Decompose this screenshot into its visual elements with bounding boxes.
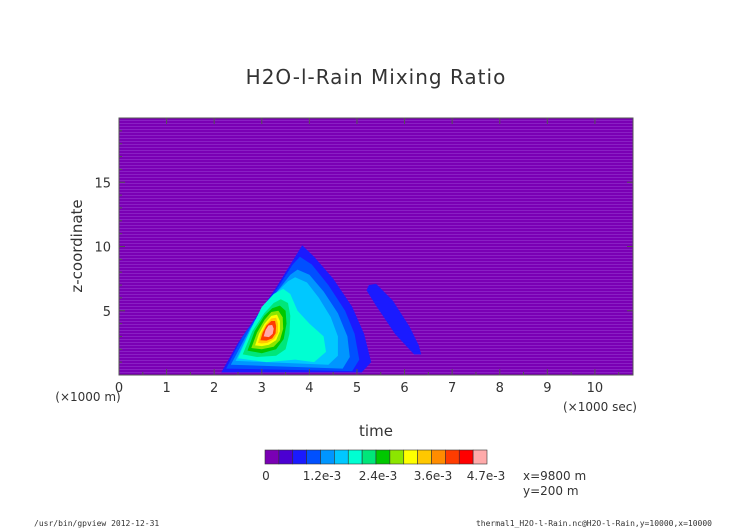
x-tick-label: 7 [448,381,456,396]
contour-level-1-1 [366,283,422,355]
x-tick-label: 9 [543,381,551,396]
colorbar-label-3: 3.6e-3 [414,469,452,483]
x-axis-label: time [359,422,393,440]
colorbar-swatch-10 [403,449,418,465]
x-tick-label: 6 [400,381,408,396]
colorbar-swatch-13 [445,449,460,465]
colorbar-swatch-4 [320,449,335,465]
y-axis: 5 10 15 [94,130,633,363]
y-tick-label: 10 [94,241,111,256]
x-tick-label: 5 [353,381,361,396]
colorbar-swatch-5 [334,449,349,465]
colorbar-labels: 0 1.2e-3 2.4e-3 3.6e-3 4.7e-3 [262,469,505,483]
x-tick-label: 3 [258,381,266,396]
x-tick-label: 2 [210,381,218,396]
colorbar-swatch-12 [431,449,446,465]
colorbar [264,449,488,465]
colorbar-swatch-3 [306,449,321,465]
colorbar-label-4: 4.7e-3 [467,469,505,483]
colorbar-swatch-1 [278,449,294,465]
y-tick-label: 15 [94,176,111,191]
x-tick-label: 0 [115,381,123,396]
y-axis-unit: (×1000 m) [55,390,120,404]
colorbar-swatch-2 [292,449,307,465]
colorbar-label-2: 2.4e-3 [359,469,397,483]
colorbar-label-0: 0 [262,469,270,483]
x-axis-unit: (×1000 sec) [563,400,637,414]
y-axis-label: z-coordinate [68,199,86,292]
x-axis: 0 1 2 3 4 5 6 7 8 9 10 [115,118,620,396]
colorbar-swatch-6 [347,449,363,465]
colorbar-swatch-15 [472,449,488,465]
colorbar-swatch-9 [389,449,405,465]
chart-title: H2O-l-Rain Mixing Ratio [246,65,507,89]
plot-area [118,117,634,376]
contour-layer [221,245,422,373]
plot-background [119,118,633,375]
x-tick-label: 8 [496,381,504,396]
annotation-y: y=200 m [523,484,579,498]
x-tick-label: 10 [587,381,604,396]
colorbar-label-1: 1.2e-3 [303,469,341,483]
x-tick-label: 1 [162,381,170,396]
contour-level-15-12 [263,324,274,338]
y-tick-label: 5 [103,305,111,320]
footer-right: thermal1_H2O-l-Rain.nc@H2O-l-Rain,y=1000… [475,519,712,528]
colorbar-swatch-7 [361,449,377,465]
colorbar-swatch-8 [375,449,391,465]
x-tick-label: 4 [305,381,313,396]
colorbar-swatch-14 [458,449,474,465]
annotation-x: x=9800 m [523,469,586,483]
footer-left: /usr/bin/gpview 2012-12-31 [34,519,160,528]
colorbar-swatch-0 [264,449,280,465]
colorbar-swatch-11 [417,449,432,465]
